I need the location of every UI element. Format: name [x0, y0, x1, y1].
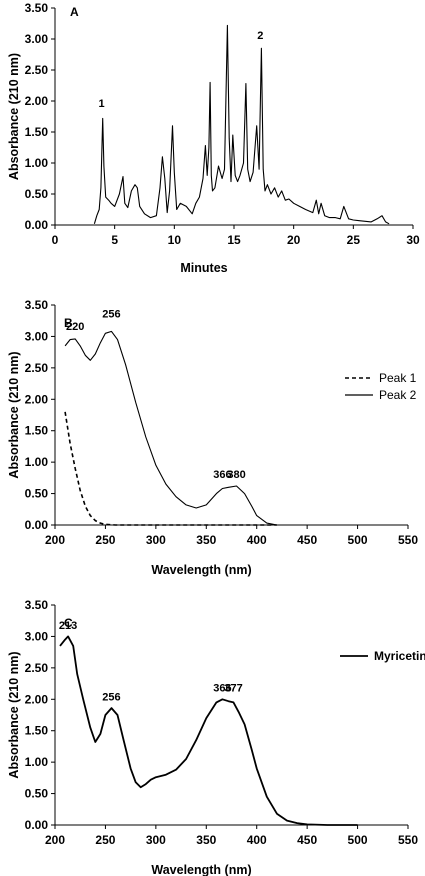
- y-tick-label: 3.00: [25, 32, 49, 46]
- x-tick-label: 250: [95, 533, 115, 547]
- y-tick-label: 2.50: [25, 661, 49, 675]
- peak-annotation: 256: [102, 692, 120, 704]
- x-tick-label: 25: [347, 233, 361, 247]
- series-line-peak-1: [64, 411, 277, 526]
- x-tick-label: 10: [168, 233, 182, 247]
- peak-annotation: 1: [98, 98, 104, 110]
- x-tick-label: 300: [146, 833, 166, 847]
- x-tick-label: 450: [297, 533, 317, 547]
- x-tick-label: 350: [196, 533, 216, 547]
- y-tick-label: 3.00: [25, 329, 49, 343]
- x-axis-title: Wavelength (nm): [151, 563, 251, 577]
- x-tick-label: 300: [146, 533, 166, 547]
- legend: Peak 1 Peak 2: [345, 371, 417, 402]
- x-tick-label: 250: [95, 833, 115, 847]
- y-tick-label: 3.00: [25, 629, 49, 643]
- x-tick-label: 20: [287, 233, 301, 247]
- y-axis-title: Absorbance (210 nm): [7, 651, 21, 778]
- y-tick-label: 2.00: [25, 392, 49, 406]
- x-tick-label: 350: [196, 833, 216, 847]
- chart-panel-a: 0.00 0.50 1.00 1.50 2.00 2.50 3.00 3.50 0 5 10 15 20…: [7, 1, 420, 275]
- y-tick-label: 0.00: [25, 218, 49, 232]
- x-tick-label: 500: [348, 533, 368, 547]
- peak-annotation: 366: [213, 469, 231, 481]
- x-tick-label: 400: [247, 833, 267, 847]
- y-tick-label: 2.00: [25, 94, 49, 108]
- y-tick-label: 1.50: [25, 125, 49, 139]
- legend: Myricetin: [340, 649, 425, 663]
- chart-panel-c: 0.00 0.50 1.00 1.50 2.00 2.50 3.00 3.50 200 250 30…: [7, 598, 425, 876]
- y-axis-title: Absorbance (210 nm): [7, 351, 21, 478]
- peak-annotation: 366: [213, 683, 231, 695]
- x-tick-label: 15: [227, 233, 241, 247]
- y-tick-label: 0.50: [25, 787, 49, 801]
- panel-label: A: [70, 5, 79, 19]
- y-tick-label: 1.00: [25, 156, 49, 170]
- y-tick-label: 0.00: [25, 518, 49, 532]
- x-tick-label: 30: [406, 233, 420, 247]
- y-tick-label: 2.00: [25, 692, 49, 706]
- x-tick-label: 0: [52, 233, 59, 247]
- y-tick-label: 0.00: [25, 818, 49, 832]
- x-tick-label: 500: [348, 833, 368, 847]
- y-tick-label: 2.50: [25, 361, 49, 375]
- panel-label: B: [64, 316, 73, 330]
- x-axis-title: Wavelength (nm): [151, 863, 251, 876]
- peak-annotation: 213: [59, 620, 77, 632]
- x-tick-label: 200: [45, 533, 65, 547]
- y-tick-label: 3.50: [25, 598, 49, 612]
- x-tick-label: 400: [247, 533, 267, 547]
- series-line-myricetin: [59, 635, 358, 826]
- x-tick-label: 5: [111, 233, 118, 247]
- chart-panel-b: 0.00 0.50 1.00 1.50 2.00 2.50 3.00 3.50 200 250 30…: [7, 298, 418, 577]
- x-tick-label: 450: [297, 833, 317, 847]
- y-tick-label: 2.50: [25, 63, 49, 77]
- y-tick-label: 3.50: [25, 298, 49, 312]
- peak-annotation: 380: [227, 469, 245, 481]
- panel-label: C: [64, 616, 73, 630]
- peak-annotation: 220: [66, 321, 84, 333]
- y-tick-label: 1.00: [25, 755, 49, 769]
- legend-label: Myricetin: [374, 649, 425, 663]
- series-line-peak-2: [64, 330, 278, 526]
- x-tick-label: 550: [398, 533, 418, 547]
- series-line-chromatogram: [93, 24, 390, 225]
- legend-label: Peak 2: [379, 388, 417, 402]
- y-tick-label: 3.50: [25, 1, 49, 15]
- peak-annotation: 377: [224, 683, 242, 695]
- y-tick-label: 1.50: [25, 424, 49, 438]
- y-axis-title: Absorbance (210 nm): [7, 53, 21, 180]
- y-tick-label: 0.50: [25, 187, 49, 201]
- peak-annotation: 2: [257, 30, 263, 42]
- x-tick-label: 200: [45, 833, 65, 847]
- legend-label: Peak 1: [379, 371, 417, 385]
- y-tick-label: 0.50: [25, 487, 49, 501]
- y-tick-label: 1.50: [25, 724, 49, 738]
- y-tick-label: 1.00: [25, 455, 49, 469]
- x-tick-label: 550: [398, 833, 418, 847]
- x-axis-title: Minutes: [180, 261, 227, 275]
- peak-annotation: 256: [102, 309, 120, 321]
